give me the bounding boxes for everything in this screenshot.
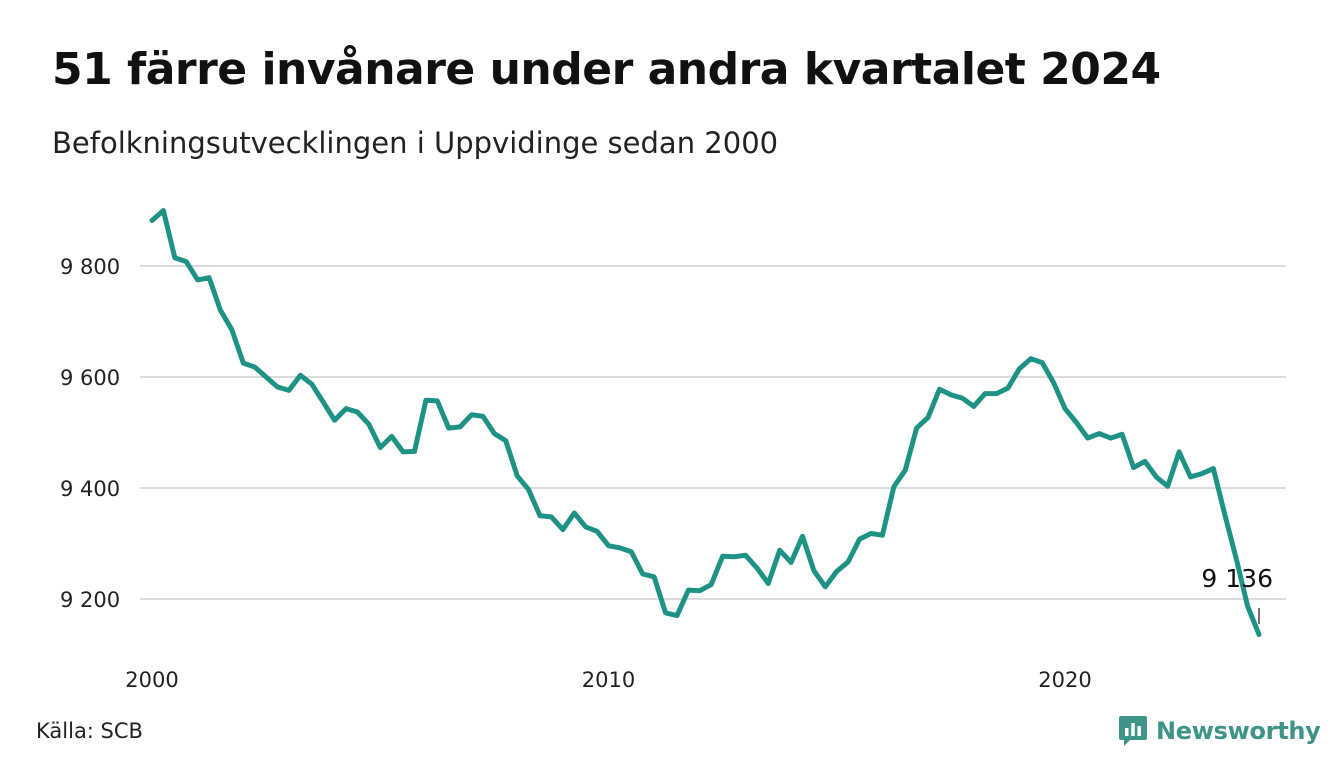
x-tick-label: 2020 bbox=[1038, 668, 1091, 692]
y-tick-label: 9 200 bbox=[60, 588, 120, 612]
page-title: 51 färre invånare under andra kvartalet … bbox=[52, 44, 1161, 95]
end-value-label: 9 136 bbox=[1201, 564, 1273, 593]
x-axis-ticks: 2000 2010 2020 bbox=[125, 668, 1091, 692]
population-series-line bbox=[149, 208, 1262, 637]
brand-name: Newsworthy bbox=[1156, 717, 1321, 745]
source-note: Källa: SCB bbox=[36, 719, 143, 743]
newsworthy-logo-icon bbox=[1119, 716, 1147, 746]
x-tick-label: 2000 bbox=[125, 668, 178, 692]
x-tick-label: 2010 bbox=[582, 668, 635, 692]
page-subtitle: Befolkningsutvecklingen i Uppvidinge sed… bbox=[52, 126, 779, 160]
annotation-layer: 9 136 bbox=[1201, 564, 1273, 624]
grid-lines bbox=[140, 265, 1286, 600]
y-axis-ticks: 9 200 9 400 9 600 9 800 bbox=[60, 255, 120, 612]
brand-logo[interactable]: Newsworthy bbox=[1118, 714, 1321, 748]
y-tick-label: 9 600 bbox=[60, 366, 120, 390]
series-layer bbox=[149, 208, 1262, 637]
y-tick-label: 9 800 bbox=[60, 255, 120, 279]
y-tick-label: 9 400 bbox=[60, 477, 120, 501]
